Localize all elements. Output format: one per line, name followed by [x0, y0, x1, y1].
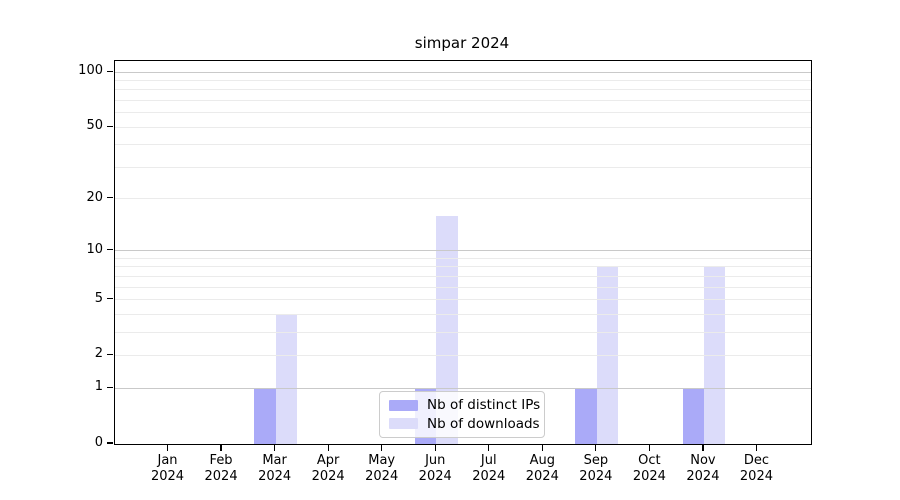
x-tick-mark	[434, 445, 436, 451]
x-tick-label: Feb 2024	[189, 453, 253, 485]
x-tick-month: Feb	[209, 453, 233, 468]
x-tick-year: 2024	[686, 469, 720, 484]
bar-downloads-mar	[275, 314, 297, 444]
gridline-minor	[115, 257, 811, 259]
x-tick-month: Dec	[743, 453, 770, 468]
gridline-minor	[115, 354, 811, 356]
bar-distinct-ips-mar	[254, 388, 276, 444]
x-tick-year: 2024	[739, 469, 773, 484]
plot-area: Nb of distinct IPs Nb of downloads	[114, 60, 812, 445]
x-tick-year: 2024	[472, 469, 506, 484]
gridline-minor	[115, 266, 811, 268]
gridline-minor	[115, 112, 811, 114]
x-tick-month: Jul	[480, 453, 497, 468]
gridline-minor	[115, 166, 811, 168]
x-tick-year: 2024	[525, 469, 559, 484]
x-tick-year: 2024	[365, 469, 399, 484]
x-tick-label: Mar 2024	[243, 453, 307, 485]
x-tick-year: 2024	[150, 469, 185, 484]
y-tick-label: 0	[94, 435, 103, 450]
x-tick-label: Sep 2024	[564, 453, 628, 485]
x-tick-month: May	[368, 453, 396, 468]
gridline-minor	[115, 198, 811, 200]
x-tick-mark	[595, 445, 597, 451]
x-tick-year: 2024	[204, 469, 238, 484]
grid-layer	[115, 61, 811, 444]
y-tick-mark	[107, 353, 113, 356]
x-tick-month: Aug	[529, 453, 555, 468]
y-tick-mark	[107, 197, 113, 199]
x-tick-month: Mar	[262, 453, 287, 468]
gridline-minor	[115, 299, 811, 301]
legend-swatch-distinct-ips	[389, 399, 418, 411]
y-tick-label: 5	[94, 290, 103, 306]
gridline-minor	[115, 331, 811, 333]
gridline-minor	[115, 286, 811, 288]
y-tick-label: 2	[94, 346, 103, 362]
x-tick-mark	[381, 445, 383, 451]
bar-distinct-ips-sep	[575, 388, 597, 444]
x-tick-year: 2024	[418, 469, 452, 484]
x-tick-label: Dec 2024	[724, 453, 788, 485]
x-tick-mark	[220, 445, 222, 451]
gridline-minor	[115, 100, 811, 102]
x-tick-label: Jul 2024	[457, 453, 521, 485]
x-tick-label: Aug 2024	[510, 453, 574, 485]
x-tick-label: Nov 2024	[671, 453, 735, 485]
x-tick-label: Apr 2024	[296, 453, 360, 485]
y-tick-label: 50	[86, 118, 103, 134]
x-tick-month: Oct	[638, 453, 661, 468]
gridline-minor	[115, 313, 811, 315]
x-tick-year: 2024	[258, 469, 292, 484]
legend-item-downloads: Nb of downloads	[389, 416, 540, 432]
x-tick-month: Apr	[316, 453, 340, 468]
legend-swatch-downloads	[389, 418, 418, 430]
x-tick-label: Oct 2024	[617, 453, 681, 485]
gridline-minor	[115, 275, 811, 277]
y-tick-label: 100	[78, 63, 103, 79]
x-tick-label: Jun 2024	[403, 453, 467, 485]
x-tick-year: 2024	[579, 469, 613, 484]
y-tick-mark	[107, 70, 113, 72]
gridline-major	[115, 387, 811, 389]
y-tick-mark	[107, 125, 113, 127]
x-tick-mark	[702, 445, 704, 451]
y-tick-label: 1	[94, 379, 103, 395]
y-tick-mark	[107, 249, 113, 251]
x-tick-mark	[274, 445, 276, 451]
x-tick-month: Jun	[425, 453, 446, 468]
x-tick-label: May 2024	[350, 453, 414, 485]
x-tick-label: Jan 2024	[136, 453, 200, 485]
legend-item-distinct-ips: Nb of distinct IPs	[389, 397, 540, 413]
x-tick-month: Nov	[690, 453, 716, 468]
legend: Nb of distinct IPs Nb of downloads	[379, 391, 545, 438]
legend-label-distinct-ips: Nb of distinct IPs	[427, 397, 541, 414]
y-tick-mark	[107, 386, 113, 388]
x-tick-mark	[541, 445, 543, 451]
gridline-minor	[115, 80, 811, 82]
x-tick-year: 2024	[632, 469, 666, 484]
y-tick-label: 20	[86, 189, 103, 205]
gridline-minor	[115, 126, 811, 128]
gridline-major	[115, 71, 811, 73]
x-tick-year: 2024	[311, 469, 345, 484]
bar-distinct-ips-nov	[682, 388, 704, 444]
y-tick-label: 10	[86, 241, 103, 257]
x-tick-mark	[327, 445, 329, 451]
bar-downloads-jun	[436, 215, 458, 444]
x-tick-month: Jan	[157, 453, 178, 468]
gridline-minor	[115, 89, 811, 91]
gridline-minor	[115, 144, 811, 146]
chart-title: simpar 2024	[414, 34, 510, 52]
gridline-major	[115, 250, 811, 252]
x-tick-mark	[166, 445, 169, 451]
y-tick-mark	[107, 298, 113, 300]
x-tick-mark	[648, 445, 650, 451]
x-tick-mark	[488, 445, 490, 451]
legend-label-downloads: Nb of downloads	[427, 415, 540, 432]
y-tick-mark	[107, 442, 113, 444]
x-tick-mark	[755, 445, 758, 451]
x-tick-month: Sep	[583, 453, 609, 468]
